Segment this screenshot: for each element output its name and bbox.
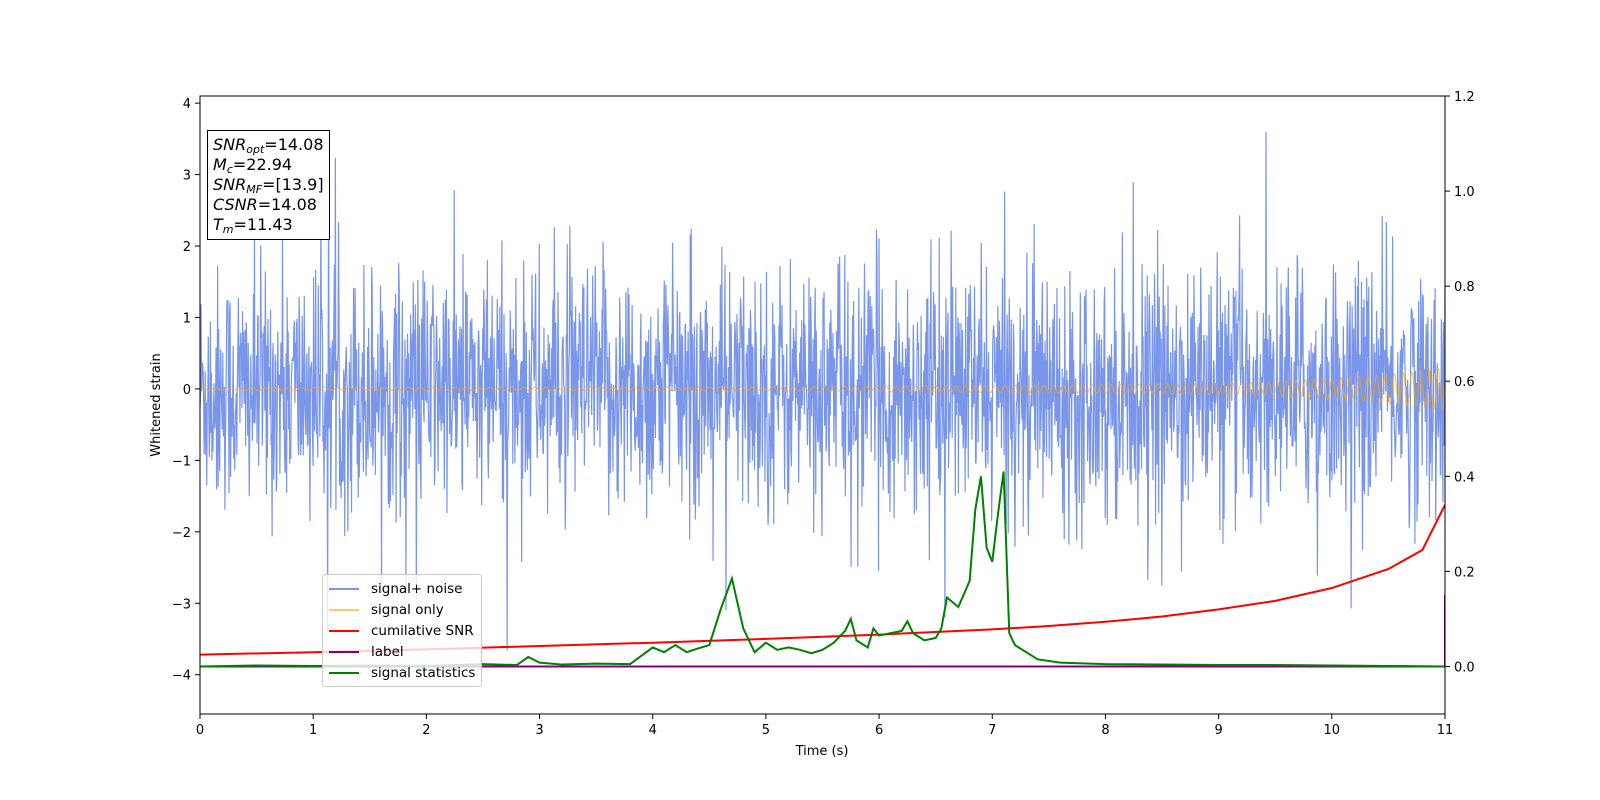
y2-tick-label: 0.8 (1454, 280, 1475, 295)
mc-value: =22.94 (232, 155, 293, 174)
snr-mf-value: =[13.9] (262, 175, 324, 194)
snr-mf-sub: MF (246, 183, 263, 196)
snr-info-box: SNRopt=14.08 Mc=22.94 SNRMF=[13.9] CSNR=… (207, 130, 330, 240)
legend-swatch (329, 671, 359, 674)
legend-swatch (329, 629, 359, 632)
csnr-value: =14.08 (257, 195, 317, 214)
x-tick-label: 3 (535, 723, 543, 738)
x-tick-label: 9 (1214, 723, 1222, 738)
snr-mf-row: SNRMF=[13.9] (213, 175, 324, 195)
legend-item-cumulative-snr: cumilative SNR (329, 620, 475, 641)
legend-item-signal-noise: signal+ noise (329, 578, 475, 599)
y-tick-label: 4 (183, 97, 191, 112)
tm-row: Tm=11.43 (213, 215, 324, 235)
legend-swatch (329, 587, 359, 590)
y-tick-label: −4 (172, 669, 191, 684)
y-tick-label: 1 (183, 311, 191, 326)
y2-tick-label: 0.4 (1454, 470, 1475, 485)
y-tick-label: 2 (183, 240, 191, 255)
mc-row: Mc=22.94 (213, 155, 324, 175)
x-tick-label: 6 (875, 723, 883, 738)
x-tick-label: 2 (422, 723, 430, 738)
tm-label: T (213, 215, 223, 234)
series-signal-noise-line (200, 131, 1445, 651)
series-signal-only-line (200, 367, 1445, 412)
x-tick-label: 5 (762, 723, 770, 738)
y-tick-label: 3 (183, 169, 191, 184)
plot-area (200, 131, 1445, 668)
y-tick-label: −1 (172, 454, 191, 469)
y2-tick-label: 0.2 (1454, 565, 1475, 580)
legend-label: signal+ noise (371, 580, 463, 597)
legend-item-signal-statistics: signal statistics (329, 662, 475, 683)
y-axis-label: Whitened strain (149, 353, 164, 456)
y2-tick-label: 1.0 (1454, 185, 1475, 200)
legend: signal+ noise signal only cumilative SNR… (322, 574, 483, 687)
tm-value: =11.43 (233, 215, 293, 234)
legend-swatch (329, 650, 359, 653)
legend-label: signal only (371, 601, 444, 618)
ticks: 0 1 2 3 4 5 6 7 8 9 10 1143210−1−2−3−41.21.00.80.60… (172, 90, 1475, 738)
mc-sub: c (226, 163, 233, 176)
snr-opt-value: =14.08 (264, 135, 324, 154)
snr-opt-label: SNR (213, 135, 247, 154)
y-tick-label: 0 (183, 383, 191, 398)
x-tick-label: 4 (649, 723, 657, 738)
legend-label: cumilative SNR (371, 622, 474, 639)
x-tick-label: 11 (1437, 723, 1454, 738)
y-tick-label: −3 (172, 597, 191, 612)
x-tick-label: 8 (1101, 723, 1109, 738)
snr-opt-sub: opt (246, 143, 265, 156)
legend-item-signal-only: signal only (329, 599, 475, 620)
series-cumulative-snr-line (200, 504, 1445, 656)
legend-label: label (371, 643, 404, 660)
x-tick-label: 7 (988, 723, 996, 738)
y2-tick-label: 0.6 (1454, 375, 1475, 390)
legend-item-label: label (329, 641, 475, 662)
snr-mf-label: SNR (213, 175, 247, 194)
csnr-row: CSNR=14.08 (213, 195, 324, 215)
x-tick-label: 1 (309, 723, 317, 738)
series-signal-statistics-line (200, 471, 1445, 668)
csnr-label: CSNR (213, 195, 258, 214)
tm-sub: m (222, 223, 234, 236)
legend-swatch (329, 608, 359, 611)
x-axis-label: Time (s) (795, 744, 849, 759)
y2-tick-label: 1.2 (1454, 90, 1475, 105)
mc-label: M (213, 155, 227, 174)
x-tick-label: 10 (1324, 723, 1341, 738)
snr-opt-row: SNRopt=14.08 (213, 135, 324, 155)
y-tick-label: −2 (172, 526, 191, 541)
axes-frame (199, 95, 1446, 715)
legend-label: signal statistics (371, 664, 476, 681)
y2-tick-label: 0.0 (1454, 660, 1475, 675)
x-tick-label: 0 (196, 723, 204, 738)
